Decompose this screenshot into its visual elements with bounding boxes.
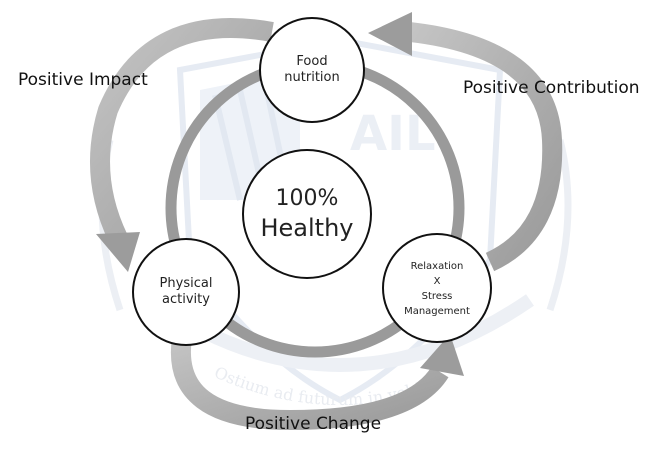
node-food: Food nutrition xyxy=(262,48,362,92)
label-positive-impact: Positive Impact xyxy=(18,70,148,90)
label-positive-change: Positive Change xyxy=(245,414,381,434)
label-positive-contribution: Positive Contribution xyxy=(463,78,640,98)
node-food-line1: Food xyxy=(296,54,327,70)
node-relaxation-line4: Management xyxy=(404,304,470,319)
node-relaxation-line2: X xyxy=(434,274,441,289)
center-healthy: Healthy xyxy=(260,213,353,243)
node-relaxation: Relaxation X Stress Management xyxy=(387,254,487,324)
node-food-line2: nutrition xyxy=(284,70,339,86)
center-label: 100% Healthy xyxy=(243,168,371,260)
node-relaxation-line1: Relaxation xyxy=(411,259,464,274)
center-percent: 100% xyxy=(276,185,339,213)
node-physical-line2: activity xyxy=(162,292,210,308)
node-physical: Physical activity xyxy=(136,270,236,314)
node-physical-line1: Physical xyxy=(160,276,213,292)
node-relaxation-line3: Stress xyxy=(422,289,453,304)
